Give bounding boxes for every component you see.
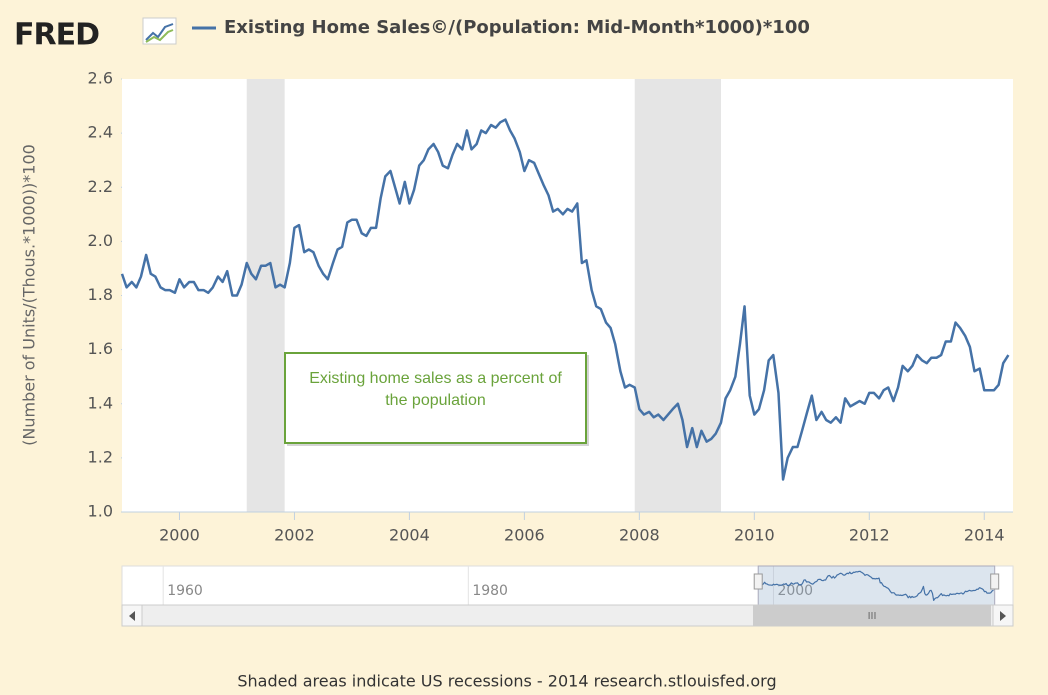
axes: 1.0 1.2 1.4 1.6 1.8 2.0 2.2 2.4 2.6 2000 2002 2004 2… <box>88 69 1013 545</box>
x-tick-label: 2004 <box>389 526 430 545</box>
logo-icon <box>142 17 177 45</box>
series <box>120 118 1010 481</box>
y-tick-label: 1.4 <box>88 393 113 412</box>
y-tick-label: 1.6 <box>88 339 113 358</box>
scrollbar[interactable]: III <box>121 604 1014 627</box>
annotation: Existing home sales as a percent of the … <box>309 370 562 409</box>
y-tick-label: 2.4 <box>88 123 113 142</box>
recession-band <box>246 79 285 512</box>
x-tick-label: 2010 <box>734 526 775 545</box>
navigator-tick-label: 1980 <box>472 583 508 599</box>
x-tick-label: 2002 <box>274 526 315 545</box>
chart-title: Existing Home Sales©/(Population: Mid-Mo… <box>224 17 810 38</box>
y-axis-label: (Number of Units/(Thous.*1000))*100 <box>20 144 39 446</box>
navigator-tick-label: 2000 <box>777 583 813 599</box>
x-tick-label: 2006 <box>504 526 545 545</box>
x-tick-label: 2008 <box>619 526 660 545</box>
navigator-handle[interactable] <box>753 573 763 590</box>
x-tick-label: 2012 <box>849 526 890 545</box>
y-tick-label: 2.0 <box>88 231 113 250</box>
recessions <box>246 79 721 512</box>
footer: Shaded areas indicate US recessions - 20… <box>237 672 776 691</box>
x-tick-label: 2014 <box>964 526 1005 545</box>
y-tick-label: 1.0 <box>88 502 113 521</box>
recession-band <box>634 79 721 512</box>
navigator[interactable]: 1960 1980 2000 <box>121 565 1014 606</box>
y-tick-label: 1.8 <box>88 285 113 304</box>
navigator-line <box>757 570 994 601</box>
x-tick-label: 2000 <box>159 526 200 545</box>
svg-text:III: III <box>868 611 877 622</box>
navigator-tick-label: 1960 <box>167 583 203 599</box>
y-tick-label: 2.2 <box>88 177 113 196</box>
logo: FRED <box>14 18 99 53</box>
navigator-handle[interactable] <box>990 573 1000 590</box>
y-tick-label: 2.6 <box>88 69 113 88</box>
navigator-window <box>757 565 996 606</box>
y-tick-label: 1.2 <box>88 447 113 466</box>
annotation-box: Existing home sales as a percent of the … <box>284 352 589 446</box>
series-line <box>120 118 1010 481</box>
